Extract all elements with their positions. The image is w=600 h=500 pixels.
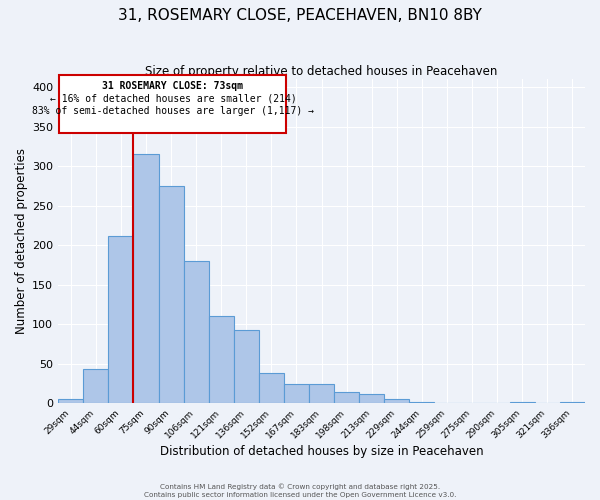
FancyBboxPatch shape	[59, 75, 286, 133]
Bar	[259, 374, 284, 404]
Bar	[409, 402, 434, 404]
Bar	[510, 402, 535, 404]
Bar	[309, 384, 334, 404]
Bar	[209, 316, 234, 404]
X-axis label: Distribution of detached houses by size in Peacehaven: Distribution of detached houses by size …	[160, 444, 484, 458]
Text: Contains HM Land Registry data © Crown copyright and database right 2025.
Contai: Contains HM Land Registry data © Crown c…	[144, 484, 456, 498]
Bar	[334, 392, 359, 404]
Text: 31 ROSEMARY CLOSE: 73sqm: 31 ROSEMARY CLOSE: 73sqm	[103, 81, 244, 91]
Y-axis label: Number of detached properties: Number of detached properties	[15, 148, 28, 334]
Bar	[434, 402, 460, 404]
Bar	[83, 368, 109, 404]
Title: Size of property relative to detached houses in Peacehaven: Size of property relative to detached ho…	[145, 65, 498, 78]
Bar	[158, 186, 184, 404]
Bar	[133, 154, 158, 404]
Text: ← 16% of detached houses are smaller (214): ← 16% of detached houses are smaller (21…	[50, 94, 296, 104]
Bar	[58, 400, 83, 404]
Bar	[560, 402, 585, 404]
Bar	[109, 236, 133, 404]
Bar	[234, 330, 259, 404]
Text: 31, ROSEMARY CLOSE, PEACEHAVEN, BN10 8BY: 31, ROSEMARY CLOSE, PEACEHAVEN, BN10 8BY	[118, 8, 482, 22]
Bar	[184, 261, 209, 404]
Bar	[359, 394, 384, 404]
Text: 83% of semi-detached houses are larger (1,117) →: 83% of semi-detached houses are larger (…	[32, 106, 314, 116]
Bar	[284, 384, 309, 404]
Bar	[384, 400, 409, 404]
